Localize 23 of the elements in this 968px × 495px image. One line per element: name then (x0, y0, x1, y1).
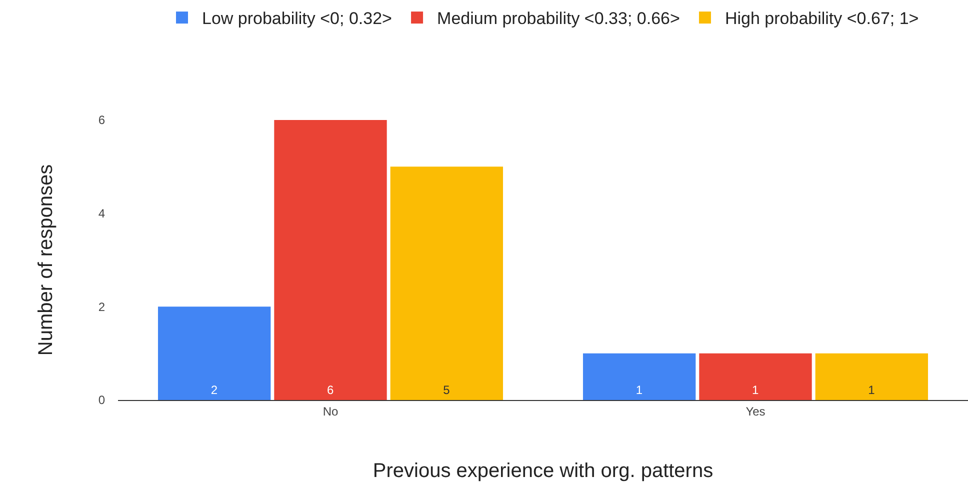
bar (390, 166, 504, 400)
bar (815, 353, 928, 400)
data-label: 1 (868, 383, 876, 397)
y-axis-title: Number of responses (34, 164, 57, 356)
bar (158, 306, 271, 400)
data-label: 6 (327, 383, 334, 397)
legend-label: Medium probability <0.33; 0.66> (437, 9, 680, 28)
legend-label: Low probability <0; 0.32> (202, 9, 392, 28)
data-label: 1 (752, 383, 759, 397)
bar (274, 120, 387, 400)
data-label: 2 (210, 383, 218, 397)
x-axis-title: Previous experience with org. patterns (372, 460, 714, 482)
legend-label: High probability <0.67; 1> (724, 9, 919, 28)
y-tick-label: 0 (98, 393, 106, 408)
y-tick-label: 2 (98, 300, 106, 314)
y-tick-label: 4 (98, 206, 106, 221)
bar (582, 353, 696, 400)
x-tick-label: No (322, 404, 338, 418)
bar (699, 353, 812, 400)
x-tick-label: Yes (746, 404, 766, 418)
y-tick-label: 6 (98, 113, 106, 128)
data-label: 5 (443, 383, 450, 397)
data-label: 1 (636, 383, 643, 397)
